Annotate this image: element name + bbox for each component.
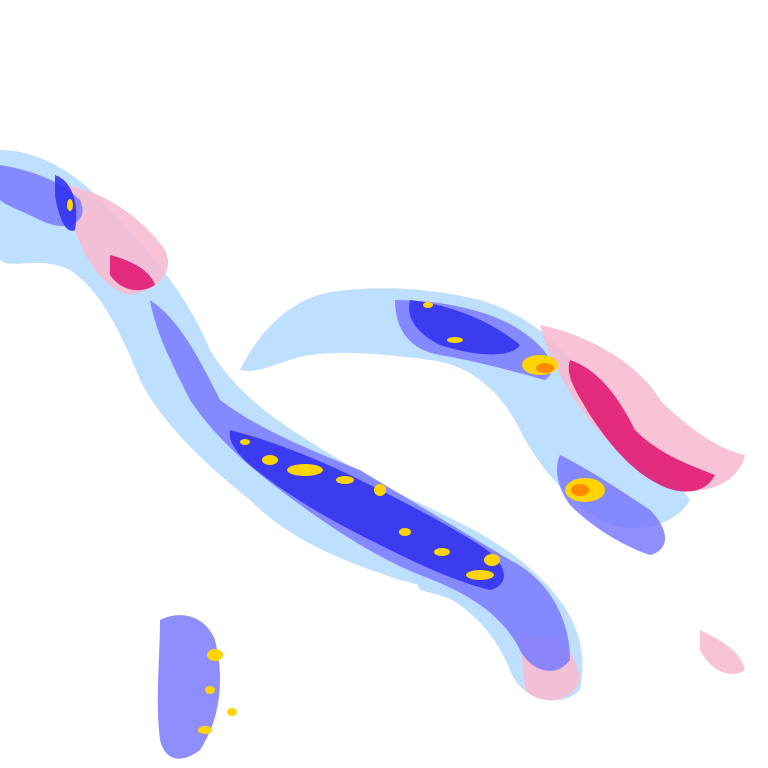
intense-precipitation-layer (536, 363, 589, 496)
snow-heavy-layer (110, 255, 715, 492)
